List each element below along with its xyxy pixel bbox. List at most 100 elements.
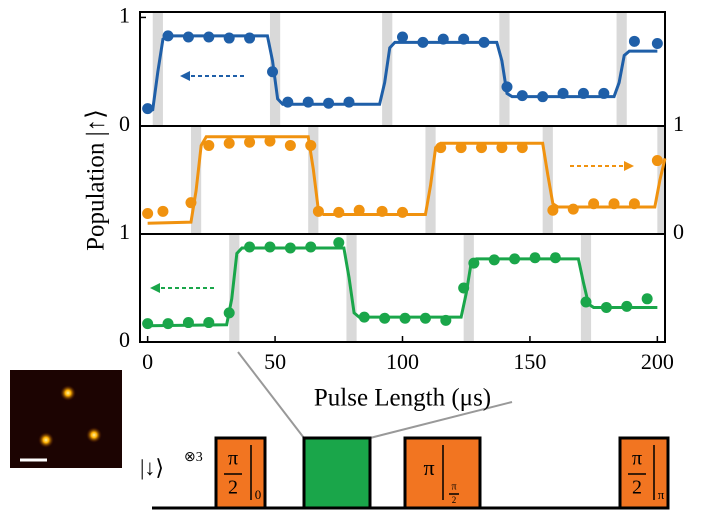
data-point xyxy=(358,311,370,323)
data-point xyxy=(588,198,600,210)
y-tick-label: 0 xyxy=(119,327,130,352)
data-point xyxy=(437,33,449,45)
x-tick-label: 150 xyxy=(513,349,546,374)
data-point xyxy=(264,241,276,253)
data-point xyxy=(333,206,345,218)
data-point xyxy=(557,87,569,99)
data-point xyxy=(397,206,408,218)
y-tick-label: 0 xyxy=(673,219,684,244)
pulse-phase: π xyxy=(658,487,665,502)
pulse-denominator: 2 xyxy=(228,477,238,499)
data-point xyxy=(600,301,612,313)
data-point xyxy=(162,30,174,42)
data-point xyxy=(223,32,235,44)
data-point xyxy=(537,91,549,103)
data-point xyxy=(305,241,317,253)
data-point xyxy=(567,203,579,215)
data-point xyxy=(608,198,620,210)
data-point xyxy=(305,139,317,151)
y-tick-label: 1 xyxy=(119,219,130,244)
data-point xyxy=(353,204,365,216)
data-point xyxy=(509,253,521,265)
data-point xyxy=(264,135,276,147)
data-point xyxy=(598,87,610,99)
y-axis-label: Population |↑⟩ xyxy=(83,109,110,251)
data-point xyxy=(628,35,640,47)
data-point xyxy=(516,90,528,102)
fit-line xyxy=(147,34,658,114)
data-point xyxy=(162,318,174,330)
state-label: |↓⟩ xyxy=(140,455,164,480)
data-point xyxy=(435,142,447,154)
data-point xyxy=(142,318,154,330)
data-point xyxy=(157,205,169,217)
data-point xyxy=(244,241,256,253)
pulse-angle: π xyxy=(423,455,434,480)
fit-line xyxy=(147,135,667,225)
data-point xyxy=(284,242,296,254)
data-point xyxy=(379,312,391,324)
data-point xyxy=(267,66,279,78)
data-point xyxy=(476,142,488,154)
pulse-phase: π xyxy=(451,481,456,492)
data-point xyxy=(203,31,215,43)
data-point xyxy=(417,36,429,48)
data-point xyxy=(501,81,513,93)
x-tick-label: 200 xyxy=(641,349,674,374)
data-point xyxy=(312,205,324,217)
data-point xyxy=(580,296,592,308)
x-tick-label: 50 xyxy=(264,349,286,374)
connector xyxy=(369,401,513,439)
data-point xyxy=(182,317,194,329)
data-point xyxy=(185,197,197,209)
direction-arrows xyxy=(158,75,626,289)
data-point xyxy=(333,237,345,249)
data-point xyxy=(496,142,508,154)
pulse-phase: 0 xyxy=(255,487,262,502)
data-point xyxy=(549,252,561,264)
data-point xyxy=(244,136,256,148)
data-point xyxy=(142,207,154,219)
state-exponent: ⊗3 xyxy=(184,450,203,465)
data-point xyxy=(282,96,294,108)
data-point xyxy=(628,198,640,210)
data-point xyxy=(458,33,470,45)
data-point xyxy=(547,204,559,216)
data-point xyxy=(203,317,215,329)
data-point xyxy=(577,87,589,99)
data-point xyxy=(223,307,235,319)
data-point xyxy=(419,312,431,324)
pulse-numerator: π xyxy=(228,448,238,470)
y-tick-label: 0 xyxy=(119,111,130,136)
pulse-phase: 2 xyxy=(452,495,457,505)
data-point xyxy=(621,300,633,312)
data-point xyxy=(529,252,541,264)
x-tick-label: 0 xyxy=(142,349,153,374)
inset-image xyxy=(10,370,122,468)
data-point xyxy=(516,142,528,154)
data-point xyxy=(440,314,452,326)
data-point xyxy=(223,137,235,149)
data-point xyxy=(478,36,490,48)
data-point xyxy=(455,142,467,154)
data-point xyxy=(397,31,408,43)
connector xyxy=(237,351,305,439)
data-point xyxy=(458,282,470,294)
data-point xyxy=(343,96,355,108)
data-point xyxy=(488,254,500,266)
arrow-heads xyxy=(150,71,634,293)
data-point xyxy=(323,97,335,109)
data-point xyxy=(284,139,296,151)
data-point xyxy=(142,103,154,115)
x-axis-label: Pulse Length (μs) xyxy=(314,385,491,412)
data-point xyxy=(244,32,256,44)
data-point xyxy=(203,139,215,151)
x-tick-label: 100 xyxy=(386,349,419,374)
y-tick-label: 1 xyxy=(119,2,130,27)
pulse-numerator: π xyxy=(632,448,642,470)
y-tick-label: 1 xyxy=(673,111,684,136)
pulse-denominator: 2 xyxy=(632,477,642,499)
data-point xyxy=(399,312,411,324)
pulse-labels xyxy=(224,445,655,500)
